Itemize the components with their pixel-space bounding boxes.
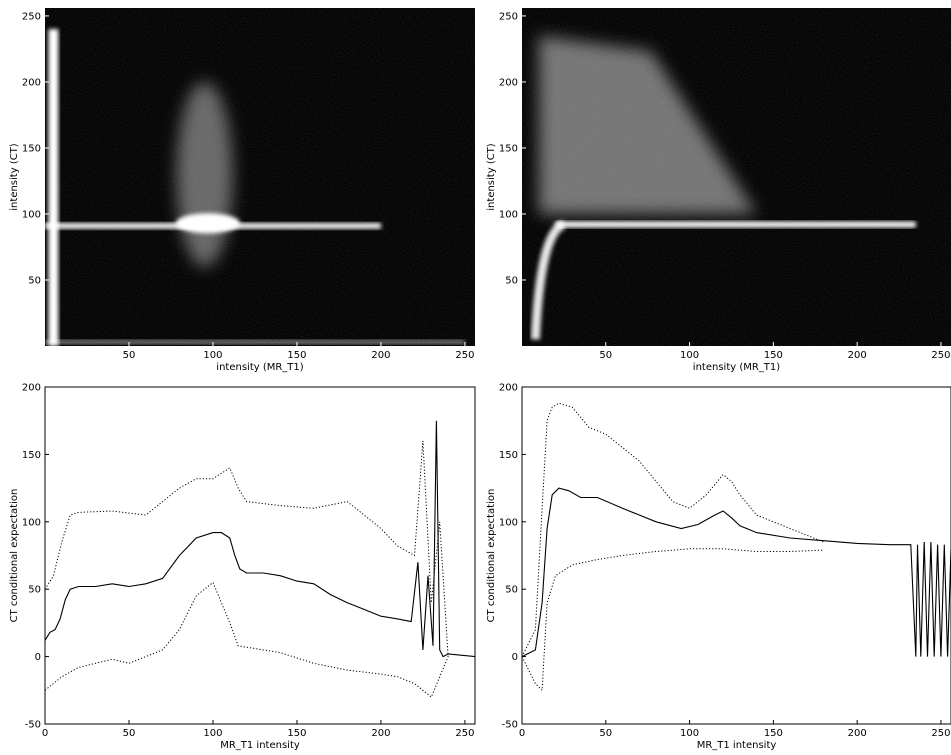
x-axis-label: MR_T1 intensity [220,740,300,751]
x-axis-label: MR_T1 intensity [697,740,777,751]
x-tick-label: 100 [680,350,699,361]
panel-top-right: 50 100 150 200 250 50 100 150 200 250 intensity (M… [486,8,951,373]
heatmap-density [522,8,951,346]
y-tick-label: 200 [499,77,518,88]
y-tick-label: 200 [22,383,41,394]
x-tick-label: 0 [42,728,48,739]
series-line-bound-1 [45,440,449,657]
series-group [522,402,951,692]
y-tick-label: 50 [505,585,518,596]
x-tick-label: 0 [519,728,525,739]
y-tick-label: -50 [502,720,518,731]
series-line-mean [522,487,951,658]
x-tick-label: 250 [931,728,950,739]
y-tick-label: 50 [28,275,41,286]
x-tick-label: 150 [287,728,306,739]
y-axis-label: CT conditional expectation [9,489,20,623]
x-tick-label: 200 [848,728,867,739]
heatmap-density [45,8,475,346]
x-tick-label: 250 [931,350,950,361]
x-tick-label: 250 [455,350,474,361]
y-tick-label: -50 [25,720,41,731]
y-tick-label: 100 [22,517,41,528]
x-tick-label: 150 [764,728,783,739]
y-tick-label: 150 [499,450,518,461]
x-tick-label: 150 [287,350,306,361]
y-tick-label: 150 [22,450,41,461]
y-tick-label: 250 [22,11,41,22]
x-tick-label: 100 [680,728,699,739]
x-tick-label: 200 [371,350,390,361]
panel-top-left: 50 100 150 200 250 50 100 150 200 250 intensity (M… [9,8,475,373]
y-tick-label: 100 [499,517,518,528]
y-tick-label: 100 [499,209,518,220]
x-tick-label: 100 [203,728,222,739]
density-noise [522,8,951,346]
y-axis-label: intensity (CT) [9,143,20,211]
x-tick-label: 200 [848,350,867,361]
y-tick-label: 0 [35,652,41,663]
series-group [45,420,475,698]
x-tick-label: 50 [599,728,612,739]
series-line-bound-2 [45,581,449,698]
y-tick-label: 100 [22,209,41,220]
y-tick-label: 250 [499,11,518,22]
x-axis-label: intensity (MR_T1) [216,362,303,373]
series-line-mean [45,420,475,658]
y-tick-label: 200 [499,383,518,394]
density-noise [45,8,475,346]
x-tick-label: 150 [764,350,783,361]
x-tick-label: 200 [371,728,390,739]
y-tick-label: 50 [505,275,518,286]
y-tick-label: 200 [22,77,41,88]
y-tick-label: 0 [512,652,518,663]
series-line-bound-2 [522,548,824,692]
y-tick-label: 50 [28,585,41,596]
x-tick-label: 50 [123,728,136,739]
y-tick-label: 150 [499,143,518,154]
x-tick-label: 50 [123,350,136,361]
x-tick-label: 50 [599,350,612,361]
y-axis-label: intensity (CT) [486,143,497,211]
y-tick-label: 150 [22,143,41,154]
x-axis-label: intensity (MR_T1) [693,362,780,373]
y-axis-label: CT conditional expectation [486,489,497,623]
x-tick-label: 100 [203,350,222,361]
x-tick-label: 250 [455,728,474,739]
plot-frame [521,386,951,725]
plot-frame [44,386,476,725]
